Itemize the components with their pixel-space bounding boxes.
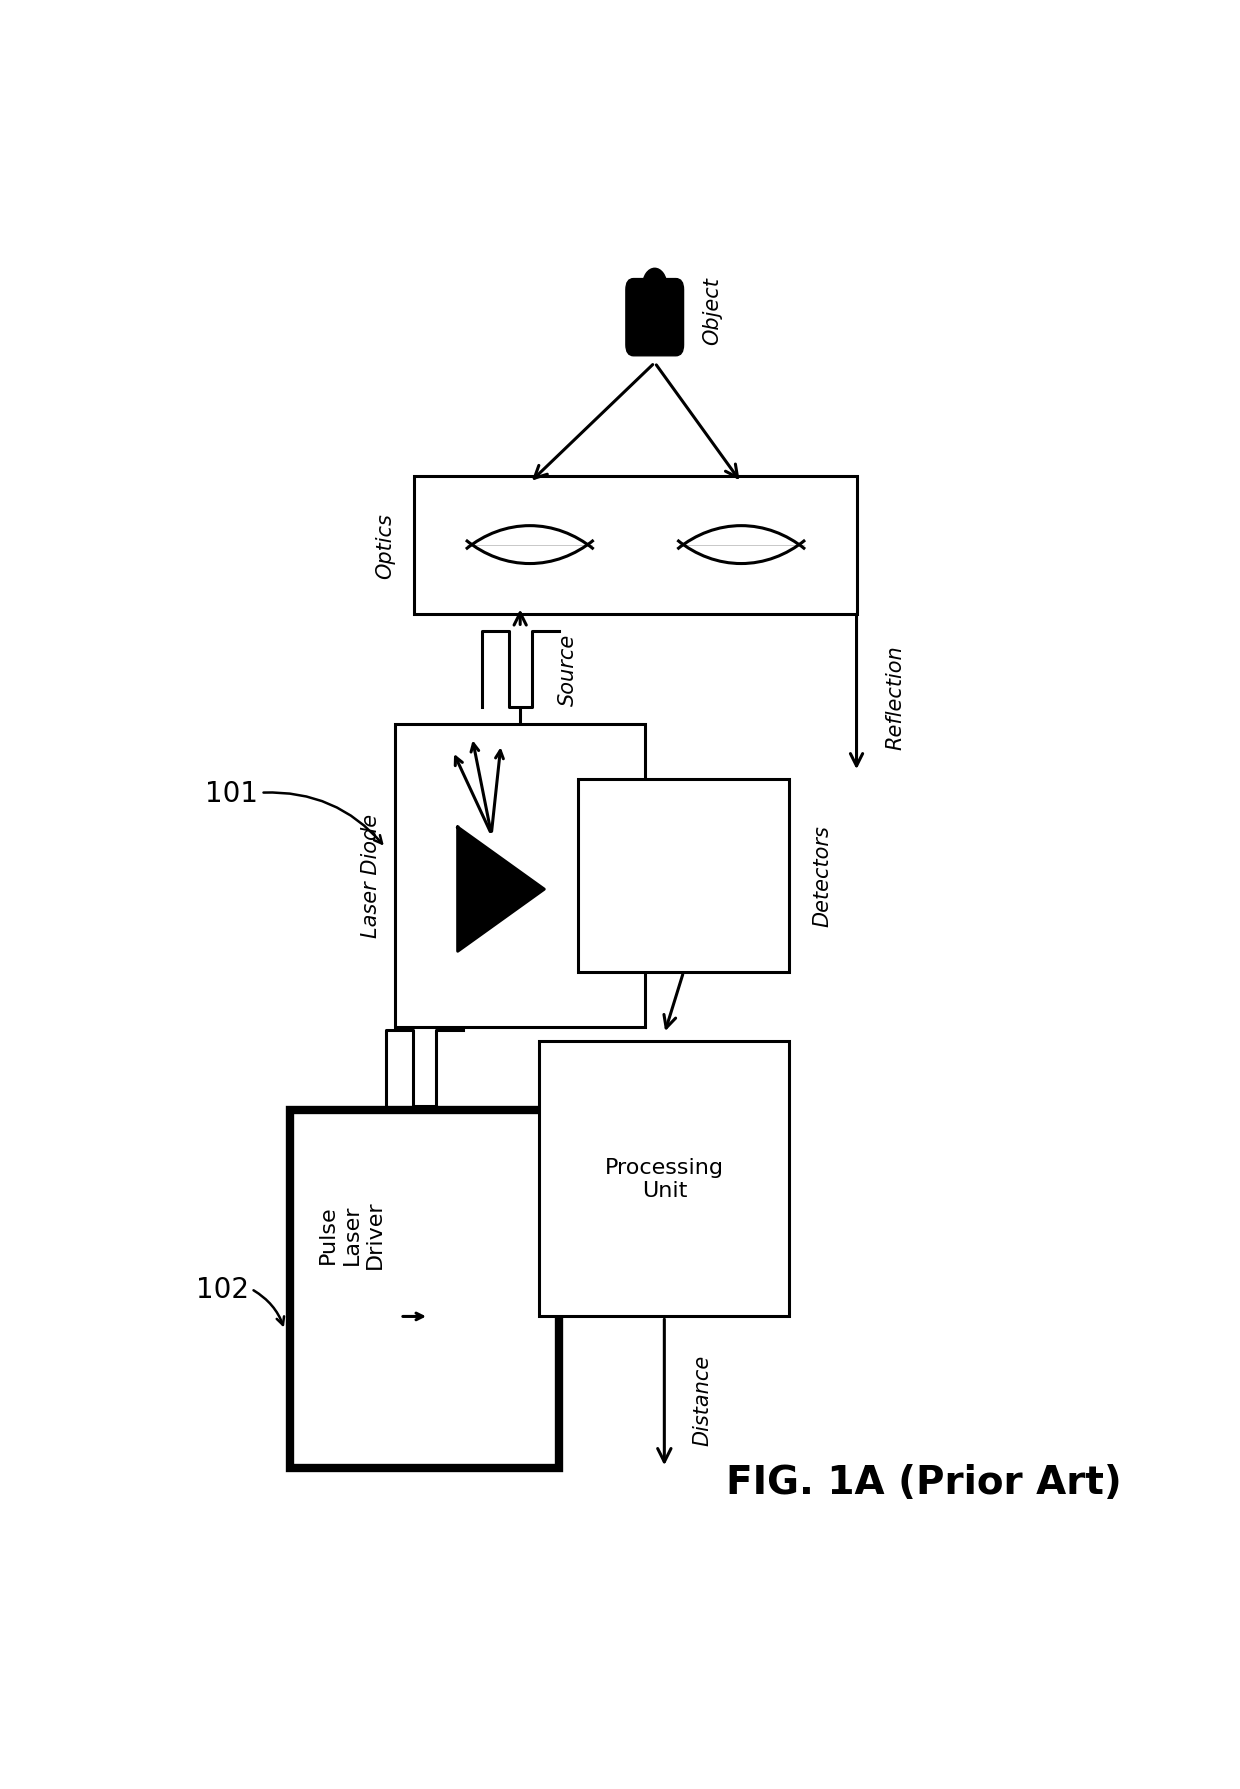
Bar (290, 1109, 559, 1469)
Circle shape (642, 268, 667, 304)
Text: Detectors: Detectors (813, 825, 833, 927)
Text: 101: 101 (206, 780, 258, 807)
Text: 102: 102 (196, 1276, 249, 1302)
Bar (539, 1041, 790, 1317)
Text: Pulse
Laser
Driver: Pulse Laser Driver (319, 1200, 384, 1268)
Text: Object: Object (702, 277, 723, 345)
FancyBboxPatch shape (626, 279, 683, 356)
Text: Optics: Optics (376, 512, 396, 578)
Bar (578, 780, 789, 971)
Bar (414, 476, 857, 614)
Text: Laser Diode: Laser Diode (361, 814, 381, 937)
Text: Source: Source (558, 633, 578, 705)
Bar (396, 725, 645, 1027)
Text: Reflection: Reflection (885, 644, 905, 750)
Text: Distance: Distance (693, 1354, 713, 1446)
Text: FIG. 1A (Prior Art): FIG. 1A (Prior Art) (725, 1463, 1122, 1501)
Polygon shape (458, 828, 544, 952)
Text: Processing
Unit: Processing Unit (605, 1157, 724, 1200)
